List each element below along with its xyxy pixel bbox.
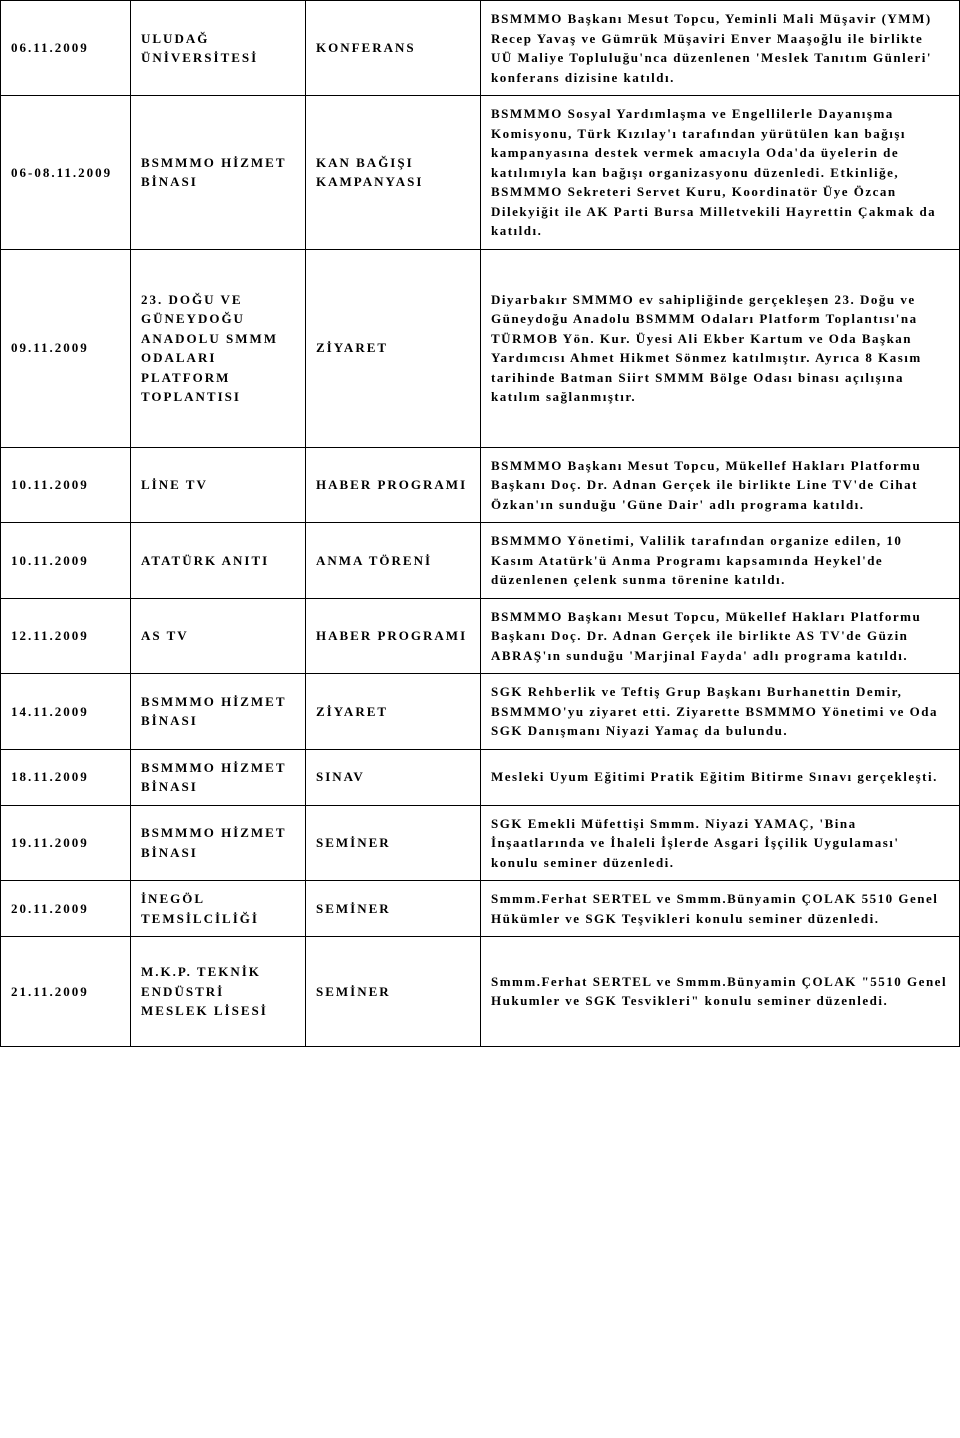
cell-location: BSMMMO HİZMET BİNASI: [131, 96, 306, 250]
cell-location: BSMMMO HİZMET BİNASI: [131, 749, 306, 805]
cell-location: BSMMMO HİZMET BİNASI: [131, 674, 306, 750]
cell-location: ATATÜRK ANITI: [131, 523, 306, 599]
cell-type: ANMA TÖRENİ: [306, 523, 481, 599]
cell-description: SGK Emekli Müfettişi Smmm. Niyazi YAMAÇ,…: [481, 805, 960, 881]
cell-type: SEMİNER: [306, 881, 481, 937]
table-row: 10.11.2009 ATATÜRK ANITI ANMA TÖRENİ BSM…: [1, 523, 960, 599]
cell-description: Smmm.Ferhat SERTEL ve Smmm.Bünyamin ÇOLA…: [481, 937, 960, 1047]
cell-date: 21.11.2009: [1, 937, 131, 1047]
cell-date: 14.11.2009: [1, 674, 131, 750]
events-table-body: 06.11.2009 ULUDAĞ ÜNİVERSİTESİ KONFERANS…: [1, 1, 960, 1047]
events-table: 06.11.2009 ULUDAĞ ÜNİVERSİTESİ KONFERANS…: [0, 0, 960, 1047]
cell-date: 06.11.2009: [1, 1, 131, 96]
cell-description: BSMMMO Yönetimi, Valilik tarafından orga…: [481, 523, 960, 599]
cell-description: BSMMMO Başkanı Mesut Topcu, Mükellef Hak…: [481, 598, 960, 674]
table-row: 09.11.2009 23. DOĞU VE GÜNEYDOĞU ANADOLU…: [1, 249, 960, 447]
table-row: 21.11.2009 M.K.P. TEKNİK ENDÜSTRİ MESLEK…: [1, 937, 960, 1047]
table-row: 06.11.2009 ULUDAĞ ÜNİVERSİTESİ KONFERANS…: [1, 1, 960, 96]
cell-type: KONFERANS: [306, 1, 481, 96]
cell-type: SEMİNER: [306, 805, 481, 881]
cell-location: M.K.P. TEKNİK ENDÜSTRİ MESLEK LİSESİ: [131, 937, 306, 1047]
cell-type: SINAV: [306, 749, 481, 805]
cell-description: BSMMMO Başkanı Mesut Topcu, Mükellef Hak…: [481, 447, 960, 523]
cell-location: LİNE TV: [131, 447, 306, 523]
cell-date: 12.11.2009: [1, 598, 131, 674]
cell-type: SEMİNER: [306, 937, 481, 1047]
table-row: 19.11.2009 BSMMMO HİZMET BİNASI SEMİNER …: [1, 805, 960, 881]
cell-date: 20.11.2009: [1, 881, 131, 937]
cell-description: SGK Rehberlik ve Teftiş Grup Başkanı Bur…: [481, 674, 960, 750]
cell-description: Mesleki Uyum Eğitimi Pratik Eğitim Bitir…: [481, 749, 960, 805]
cell-type: ZİYARET: [306, 674, 481, 750]
cell-location: 23. DOĞU VE GÜNEYDOĞU ANADOLU SMMM ODALA…: [131, 249, 306, 447]
table-row: 14.11.2009 BSMMMO HİZMET BİNASI ZİYARET …: [1, 674, 960, 750]
cell-description: BSMMMO Sosyal Yardımlaşma ve Engellilerl…: [481, 96, 960, 250]
cell-type: HABER PROGRAMI: [306, 598, 481, 674]
table-row: 20.11.2009 İNEGÖL TEMSİLCİLİĞİ SEMİNER S…: [1, 881, 960, 937]
cell-date: 06-08.11.2009: [1, 96, 131, 250]
cell-location: İNEGÖL TEMSİLCİLİĞİ: [131, 881, 306, 937]
cell-date: 10.11.2009: [1, 523, 131, 599]
cell-date: 09.11.2009: [1, 249, 131, 447]
cell-date: 10.11.2009: [1, 447, 131, 523]
cell-location: AS TV: [131, 598, 306, 674]
cell-type: KAN BAĞIŞI KAMPANYASI: [306, 96, 481, 250]
cell-location: ULUDAĞ ÜNİVERSİTESİ: [131, 1, 306, 96]
cell-type: HABER PROGRAMI: [306, 447, 481, 523]
cell-date: 18.11.2009: [1, 749, 131, 805]
table-row: 12.11.2009 AS TV HABER PROGRAMI BSMMMO B…: [1, 598, 960, 674]
table-row: 10.11.2009 LİNE TV HABER PROGRAMI BSMMMO…: [1, 447, 960, 523]
cell-location: BSMMMO HİZMET BİNASI: [131, 805, 306, 881]
cell-description: Diyarbakır SMMMO ev sahipliğinde gerçekl…: [481, 249, 960, 447]
cell-type: ZİYARET: [306, 249, 481, 447]
cell-description: BSMMMO Başkanı Mesut Topcu, Yeminli Mali…: [481, 1, 960, 96]
cell-date: 19.11.2009: [1, 805, 131, 881]
table-row: 06-08.11.2009 BSMMMO HİZMET BİNASI KAN B…: [1, 96, 960, 250]
table-row: 18.11.2009 BSMMMO HİZMET BİNASI SINAV Me…: [1, 749, 960, 805]
cell-description: Smmm.Ferhat SERTEL ve Smmm.Bünyamin ÇOLA…: [481, 881, 960, 937]
